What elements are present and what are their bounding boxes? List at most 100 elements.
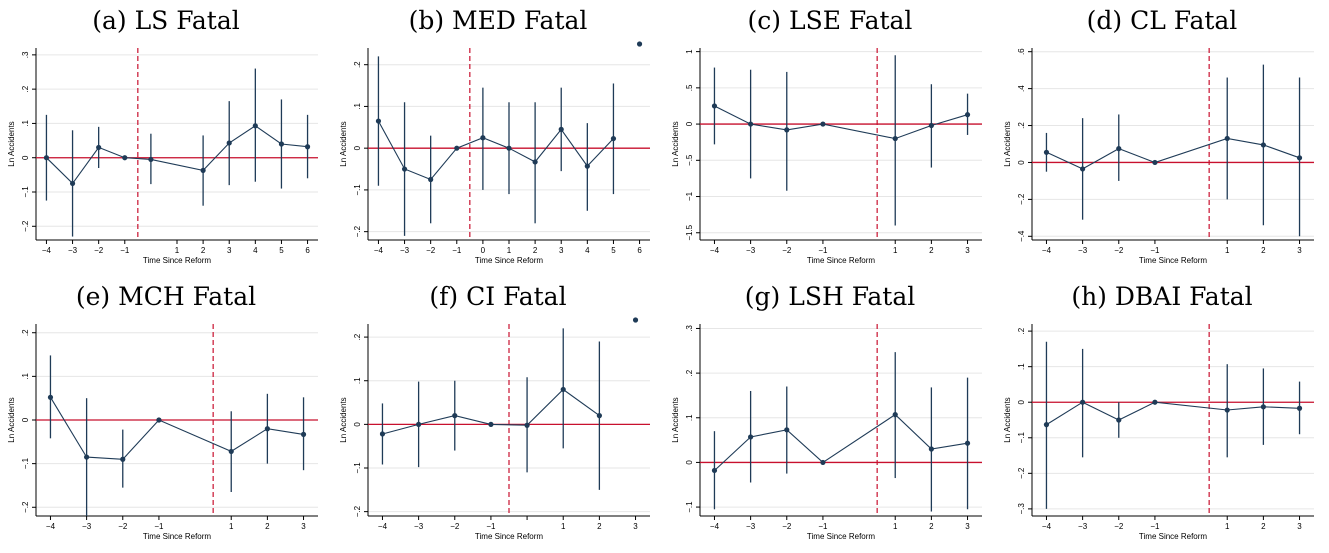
x-tick-label: 6: [305, 246, 310, 255]
data-point: [1043, 149, 1050, 155]
chart-plot: −.2 −.1 0 .1 .2 −4 −3 −2 −1 0 1 2 3 4 5 6 Time Since Ref…: [339, 41, 650, 265]
chart-plot: −.2 −.1 0 .1 .2 .3 −4 −3 −2 −1 1 2 3 4 5 6 Time Since Re…: [7, 48, 318, 265]
data-point: [748, 434, 754, 440]
x-tick-label: −1: [818, 522, 828, 531]
y-tick-label: −.2: [21, 220, 30, 232]
x-tick-label: 1: [893, 522, 898, 531]
x-tick-label: 1: [507, 246, 512, 255]
data-point: [156, 417, 162, 423]
x-tick-label: 6: [637, 246, 642, 255]
x-axis-label: Time Since Reform: [143, 532, 212, 541]
data-point: [1116, 146, 1122, 152]
x-axis-label: Time Since Reform: [807, 532, 876, 541]
y-tick-label: −.1: [353, 184, 362, 196]
data-point: [200, 167, 206, 173]
data-point: [596, 413, 602, 419]
y-tick-label: −1: [685, 191, 694, 201]
x-tick-label: −3: [400, 246, 410, 255]
y-tick-label: −.2: [1017, 467, 1026, 479]
y-tick-label: −.5: [685, 154, 694, 166]
series-line: [46, 125, 308, 185]
data-point: [47, 394, 54, 400]
x-tick-label: −2: [450, 522, 460, 531]
x-tick-label: −1: [1150, 522, 1160, 531]
chart-title: (f) CI Fatal: [429, 282, 567, 311]
data-point: [610, 135, 617, 142]
y-tick-label: −.3: [1017, 503, 1026, 515]
data-point: [748, 121, 754, 127]
chart-panel: (b) MED Fatal −.2 −.1 0 .1 .2 −4 −3 −2 −1 0 1 2 3 4 5 6 T…: [332, 0, 664, 276]
x-tick-label: −2: [1114, 246, 1124, 255]
y-tick-label: .1: [21, 372, 30, 379]
x-tick-label: 1: [1225, 522, 1230, 531]
y-tick-label: .6: [1017, 48, 1026, 55]
chart-plot: −.2 −.1 0 .1 .2 −4 −3 −2 −1 1 2 3 Time Since Reform L…: [339, 317, 650, 541]
x-tick-label: 2: [201, 246, 206, 255]
x-tick-label: −3: [1078, 522, 1088, 531]
data-point: [375, 118, 382, 124]
y-axis-label: Ln Accidents: [1003, 397, 1012, 442]
data-point: [1116, 417, 1122, 423]
data-point: [964, 440, 971, 446]
data-point: [1152, 399, 1158, 405]
y-tick-label: .4: [1017, 85, 1026, 92]
y-tick-label: −.1: [1017, 432, 1026, 444]
data-point: [148, 156, 154, 163]
y-axis-label: Ln Accidents: [339, 397, 348, 442]
x-tick-label: −4: [378, 522, 388, 531]
chart-title: (e) MCH Fatal: [75, 282, 257, 311]
data-point: [1152, 159, 1158, 166]
x-tick-label: −3: [1078, 246, 1088, 255]
x-tick-label: 4: [253, 246, 258, 255]
y-tick-label: 0: [1017, 399, 1026, 404]
data-point: [1260, 142, 1266, 148]
x-tick-label: −3: [82, 522, 92, 531]
data-point: [1260, 404, 1266, 410]
y-tick-label: 0: [21, 155, 30, 160]
data-point: [264, 426, 270, 432]
data-point: [524, 422, 530, 428]
x-tick-label: −1: [486, 522, 496, 531]
data-point: [532, 159, 538, 165]
data-point: [892, 135, 898, 142]
data-point: [452, 413, 458, 419]
data-point: [1224, 135, 1230, 142]
y-tick-label: −.2: [353, 505, 362, 517]
chart-title: (h) DBAI Fatal: [1071, 282, 1253, 311]
x-tick-label: −1: [154, 522, 164, 531]
x-tick-label: 4: [585, 246, 590, 255]
data-point: [820, 459, 826, 466]
x-tick-label: 2: [929, 246, 934, 255]
data-point: [454, 145, 460, 151]
y-tick-label: .2: [21, 329, 30, 336]
y-tick-label: 0: [685, 460, 694, 465]
chart-title: (g) LSH Fatal: [744, 282, 916, 311]
x-tick-label: −4: [710, 522, 720, 531]
series-line: [377, 120, 614, 181]
x-tick-label: 3: [227, 246, 232, 255]
data-point: [252, 123, 258, 129]
y-tick-label: .2: [685, 369, 694, 376]
series-line: [1046, 137, 1300, 170]
x-tick-label: 5: [279, 246, 284, 255]
x-axis-label: Time Since Reform: [475, 256, 544, 265]
y-tick-label: .2: [1017, 327, 1026, 334]
x-tick-label: −1: [818, 246, 828, 255]
data-point: [711, 103, 718, 109]
data-point: [401, 166, 408, 172]
y-tick-label: −.2: [21, 501, 30, 513]
data-point: [636, 41, 643, 47]
y-tick-label: 1: [685, 49, 694, 54]
data-point: [122, 155, 128, 161]
y-tick-label: −.2: [353, 225, 362, 237]
x-tick-label: 2: [597, 522, 602, 531]
y-tick-label: .3: [21, 51, 30, 58]
y-tick-label: .1: [685, 414, 694, 421]
data-point: [488, 421, 494, 427]
x-tick-label: −3: [746, 246, 756, 255]
x-axis-label: Time Since Reform: [1139, 532, 1208, 541]
x-tick-label: −2: [782, 522, 792, 531]
y-tick-label: .1: [353, 103, 362, 110]
x-tick-label: 3: [965, 522, 970, 531]
y-tick-label: .1: [21, 120, 30, 127]
